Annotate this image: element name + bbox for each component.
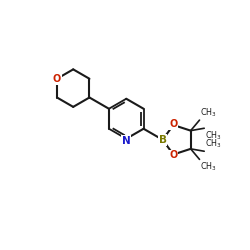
Text: CH$_3$: CH$_3$ [205,138,222,150]
Text: O: O [53,74,61,84]
Text: CH$_3$: CH$_3$ [200,160,217,173]
Text: B: B [158,135,166,145]
Text: CH$_3$: CH$_3$ [205,129,222,141]
Text: N: N [122,136,130,146]
Text: O: O [169,150,177,160]
Text: O: O [169,119,177,129]
Text: CH$_3$: CH$_3$ [200,107,217,119]
